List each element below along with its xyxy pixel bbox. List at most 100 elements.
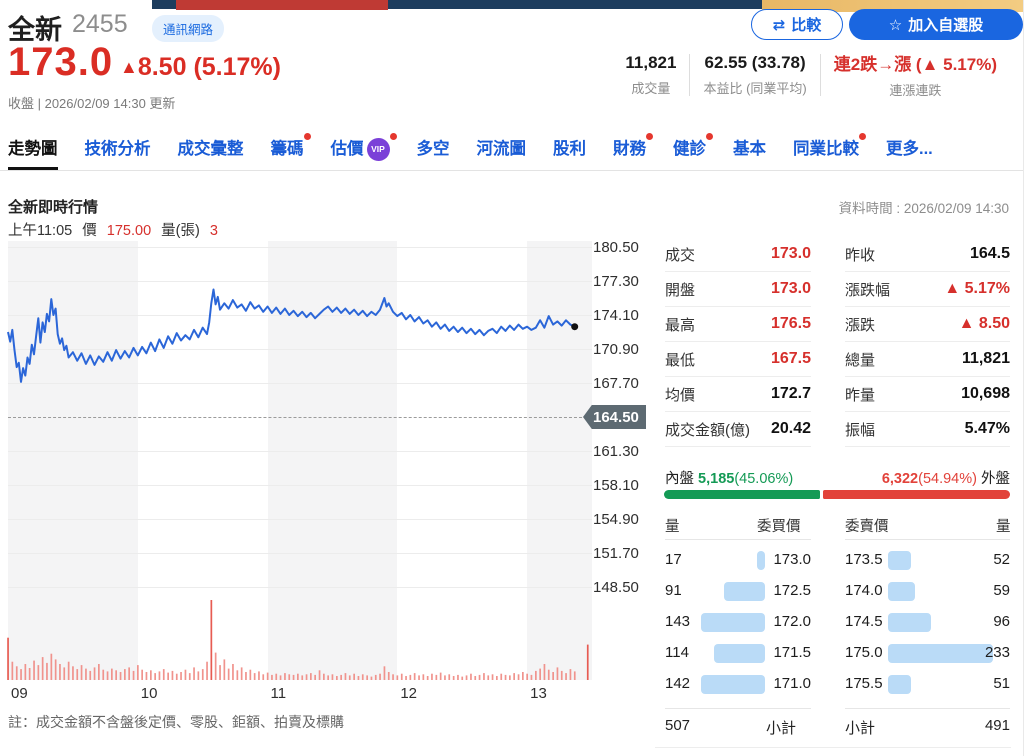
volume-bar [491,674,494,680]
volume-bar [288,674,291,680]
outer-bar [822,490,1010,499]
volume-bar [504,674,507,680]
sell-qty: 51 [993,675,1010,692]
stat-value: 連2跌→漲 (▲ 5.17%) [833,55,997,74]
buy-price[interactable]: 172.5 [773,582,811,599]
quote-cell: 最低 167.5 [665,342,811,377]
stats-divider [689,53,691,96]
price-axis-label: 154.90 [593,511,639,528]
volume-bar [573,671,576,680]
tab-成交彙整[interactable]: 成交彙整 [178,129,244,169]
sell-price[interactable]: 174.5 [845,613,883,630]
buy-volume-bar [701,675,765,694]
tick-price-label: 價 [82,223,97,239]
quote-cell: 振幅 5.47% [845,412,1010,447]
sell-price[interactable]: 174.0 [845,582,883,599]
buy-price[interactable]: 172.0 [773,613,811,630]
volume-bar [344,673,347,680]
tab-label: 走勢圖 [8,140,58,158]
volume-bar [197,671,200,680]
buy-price-header: 委買價 [757,519,801,535]
tab-估價[interactable]: 估價 VIP [331,129,397,169]
industry-badge[interactable]: 通訊網路 [152,15,225,42]
inner-volume: 5,185 [698,471,735,487]
tab-河流圖[interactable]: 河流圖 [477,129,527,169]
volume-bar [232,664,234,680]
volume-bar [102,669,105,680]
price-axis-label: 158.10 [593,477,639,494]
quote-panel: 成交 173.0 昨收 164.5 開盤 173.0 漲跌幅 ▲ 5.17% 最高 176.5 漲跌… [655,237,1011,756]
volume-bar [556,667,559,680]
tab-財務[interactable]: 財務 [613,129,653,169]
quote-row: 成交金額(億) 20.42 振幅 5.47% [655,412,1011,447]
stat-value: 11,821 [625,52,677,72]
volume-bar [89,670,92,680]
quote-value: ▲ 5.17% [944,280,1010,297]
volume-bar [500,673,503,680]
time-axis-label: 12 [400,685,418,702]
star-icon: ☆ [888,16,903,34]
volume-bar [98,664,100,680]
order-book-row: 17 173.0 173.5 52 [655,545,1011,576]
add-watchlist-button[interactable]: ☆ 加入自選股 [849,9,1023,40]
sell-price[interactable]: 175.5 [845,675,883,692]
sell-price[interactable]: 175.0 [845,644,883,661]
buy-price[interactable]: 171.0 [773,675,811,692]
volume-bar [171,670,174,680]
tab-走勢圖[interactable]: 走勢圖 [8,129,58,170]
compare-button[interactable]: ⇄ 比較 [751,9,843,40]
tab-籌碼[interactable]: 籌碼 [271,129,311,169]
quote-cell: 成交 173.0 [665,237,811,272]
buy-qty: 114 [665,644,689,661]
volume-bar [374,674,377,680]
tick-volume-label: 量(張) [161,223,200,239]
price-axis-label: 148.50 [593,579,639,596]
volume-bar [357,676,360,680]
top-banner-red-segment[interactable] [176,0,388,10]
volume-bar [240,667,243,680]
volume-bar [452,676,455,680]
tab-健診[interactable]: 健診 [673,129,713,169]
tab-股利[interactable]: 股利 [553,129,586,169]
intraday-chart[interactable]: 180.50 177.30 174.10 170.90 167.70 164.50 161.… [0,239,652,703]
volume-bar [297,673,299,680]
volume-bar [249,669,252,680]
divider [845,708,1010,709]
order-book-rows: 17 173.0 173.5 52 91 172.5 174.0 59 143 172.0 174.… [655,545,1011,700]
quote-cell: 昨量 10,698 [845,377,1010,412]
tab-技術分析[interactable]: 技術分析 [85,129,151,169]
volume-bar [150,670,152,680]
volume-bar [33,660,35,680]
tab-基本[interactable]: 基本 [733,129,766,169]
volume-bar [271,674,273,680]
tab-多空[interactable]: 多空 [417,129,450,169]
tab-同業比較[interactable]: 同業比較 [793,129,866,169]
compare-icon: ⇄ [772,16,786,34]
top-banner[interactable] [152,0,764,9]
volume-bar [435,674,438,680]
volume-bar [175,673,178,680]
buy-volume-bar [713,644,765,663]
volume-bar [137,665,139,680]
quote-label: 成交 [665,246,696,264]
sell-price[interactable]: 173.5 [845,551,883,568]
volume-bar [487,675,490,680]
volume-bar [509,675,511,680]
notification-dot-icon [859,133,866,140]
buy-price[interactable]: 173.0 [773,551,811,568]
volume-bar [383,666,386,680]
order-book-row: 142 171.0 175.5 51 [655,669,1011,700]
buy-price[interactable]: 171.5 [773,644,811,661]
change-value: 8.50 [137,53,187,81]
volume-bar [76,669,79,680]
tab-更多...[interactable]: 更多... [886,129,933,169]
gridline [8,451,592,452]
volume-bar [80,665,83,680]
quote-value: 10,698 [961,385,1010,402]
volume-bar [154,673,156,680]
sell-volume-bar [888,551,912,570]
volume-bar [535,670,537,680]
quote-cell: 均價 172.7 [665,377,811,412]
stock-code: 2455 [72,10,128,38]
quote-label: 開盤 [665,281,696,299]
